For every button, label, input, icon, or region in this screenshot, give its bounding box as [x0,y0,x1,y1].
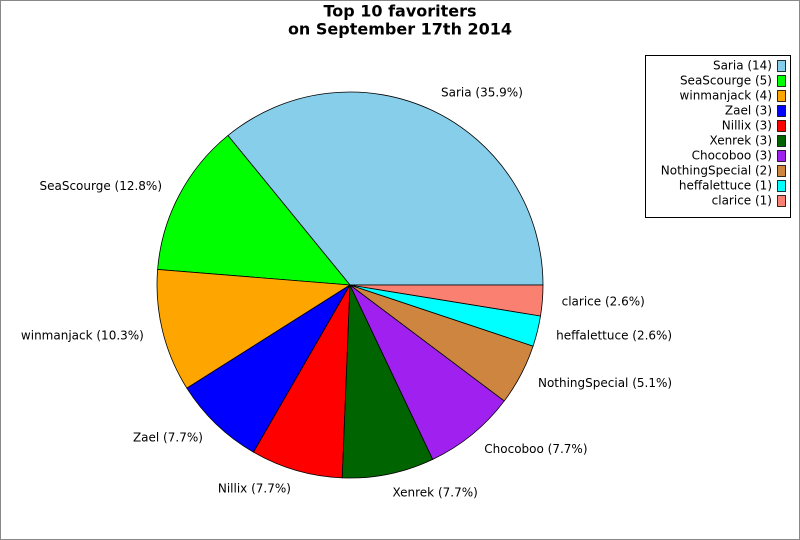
legend-swatch [777,180,786,192]
slice-label: Zael (7.7%) [133,431,203,445]
legend-box [645,55,791,218]
slice-label: NothingSpecial (5.1%) [538,376,672,390]
legend-swatch [777,150,786,162]
slice-label: heffalettuce (2.6%) [556,328,672,342]
pie-slice [227,91,544,286]
legend-label: Zael (3) [725,104,772,118]
legend-swatch [777,195,786,207]
legend-swatch [777,75,786,87]
legend-label: clarice (1) [712,194,772,208]
legend-label: Nillix (3) [722,119,772,133]
legend-label: Saria (14) [713,59,772,73]
pie-slice [349,284,544,317]
pie-slice [252,284,351,479]
slice-label: Saria (35.9%) [441,86,523,100]
chart-subtitle: on September 17th 2014 [288,20,512,39]
pie-slice [341,284,434,479]
pie-slice [156,269,352,389]
legend-label: SeaScourge (5) [680,74,772,88]
slice-label: SeaScourge (12.8%) [39,179,162,193]
legend-swatch [777,60,786,72]
legend-swatch [777,90,786,102]
legend-label: Chocoboo (3) [692,149,772,163]
slice-label: Chocoboo (7.7%) [484,442,587,456]
legend-label: heffalettuce (1) [679,179,772,193]
slice-label: Xenrek (7.7%) [392,486,477,500]
legend-swatch [777,135,786,147]
pie-slice [157,134,351,286]
slice-label: clarice (2.6%) [562,295,645,309]
chart-title: Top 10 favoriters [323,2,476,21]
legend-swatch [777,105,786,117]
legend-label: winmanjack (4) [680,89,772,103]
legend-swatch [777,165,786,177]
pie-slice [186,284,351,453]
legend-label: NothingSpecial (2) [661,164,772,178]
slice-label: Nillix (7.7%) [218,481,291,495]
legend-label: Xenrek (3) [710,134,772,148]
legend-swatch [777,120,786,132]
slice-label: winmanjack (10.3%) [21,328,144,342]
pie-slice [349,284,505,460]
